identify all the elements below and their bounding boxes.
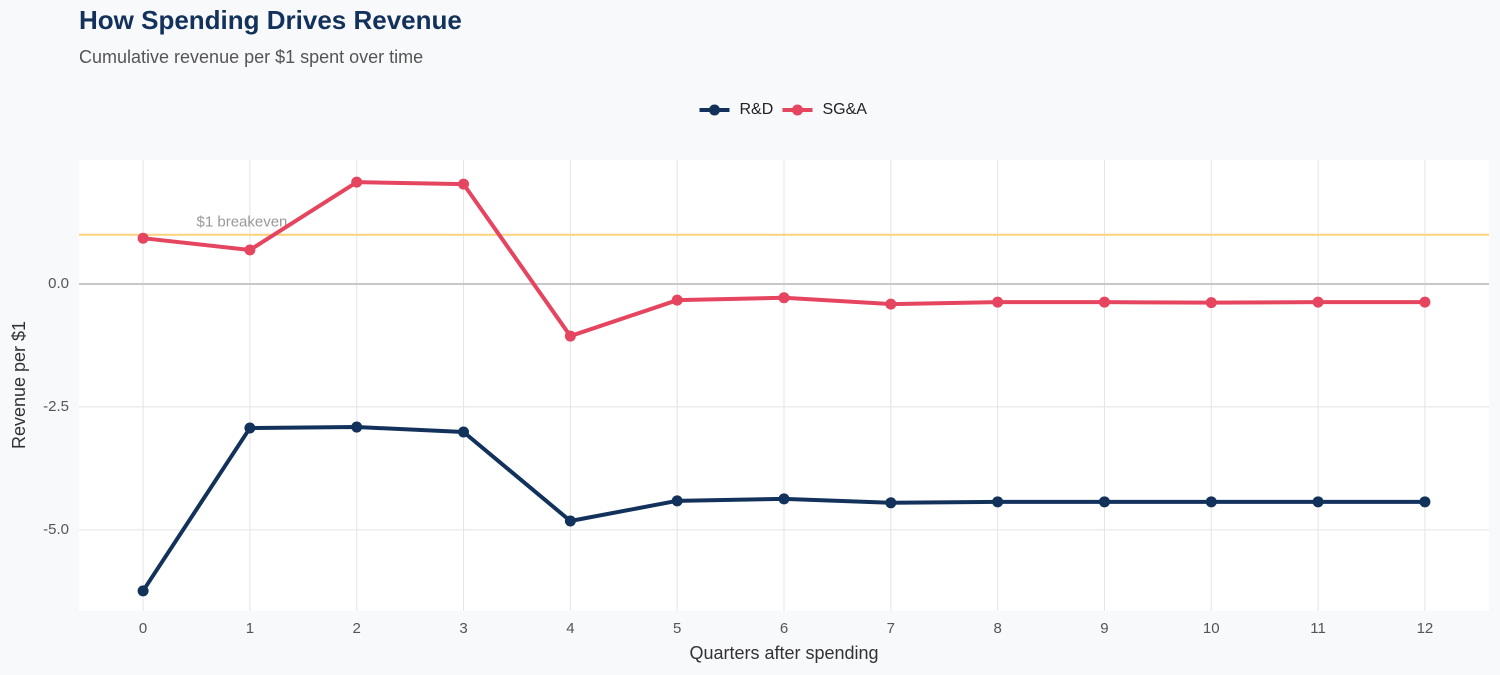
x-tick-label: 5 (673, 620, 681, 637)
legend-label: R&D (740, 101, 774, 118)
data-point (1205, 297, 1217, 309)
y-axis-label: Revenue per $1 (9, 321, 29, 449)
data-point (137, 585, 149, 597)
data-point (1419, 496, 1431, 508)
data-point (671, 294, 683, 306)
x-tick-label: 1 (246, 620, 254, 637)
legend-swatch-point (792, 104, 803, 116)
chart-subtitle: Cumulative revenue per $1 spent over tim… (79, 47, 423, 67)
legend-label: SG&A (823, 101, 868, 118)
data-point (992, 296, 1004, 308)
y-tick-label: 0.0 (48, 275, 69, 292)
data-point (778, 292, 790, 304)
y-tick-label: -2.5 (43, 398, 69, 415)
data-point (1098, 296, 1110, 308)
data-point (244, 422, 256, 434)
data-point (885, 497, 897, 509)
x-tick-label: 0 (139, 620, 147, 637)
data-point (458, 426, 470, 438)
data-point (137, 232, 149, 244)
data-point (458, 178, 470, 190)
x-tick-label: 4 (566, 620, 574, 637)
data-point (564, 515, 576, 527)
data-point (1312, 496, 1324, 508)
x-tick-label: 2 (353, 620, 361, 637)
reference-label: $1 breakeven (197, 214, 288, 231)
x-tick-label: 12 (1417, 620, 1434, 637)
x-tick-label: 11 (1310, 620, 1326, 637)
x-tick-label: 8 (993, 620, 1001, 637)
data-point (351, 176, 363, 188)
data-point (1419, 296, 1431, 308)
x-tick-label: 6 (780, 620, 788, 637)
data-point (351, 421, 363, 433)
data-point (1312, 296, 1324, 308)
legend-swatch-point (709, 104, 720, 116)
data-point (671, 495, 683, 507)
x-tick-label: 10 (1203, 620, 1220, 637)
data-point (564, 330, 576, 342)
data-point (1098, 496, 1110, 508)
data-point (244, 244, 256, 256)
data-point (1205, 496, 1217, 508)
y-tick-label: -5.0 (43, 521, 69, 538)
data-point (885, 298, 897, 310)
data-point (778, 493, 790, 505)
chart-title: How Spending Drives Revenue (79, 5, 462, 35)
data-point (992, 496, 1004, 508)
x-axis-label: Quarters after spending (689, 643, 878, 663)
x-tick-label: 3 (459, 620, 467, 637)
x-tick-label: 9 (1100, 620, 1108, 637)
x-tick-label: 7 (887, 620, 895, 637)
